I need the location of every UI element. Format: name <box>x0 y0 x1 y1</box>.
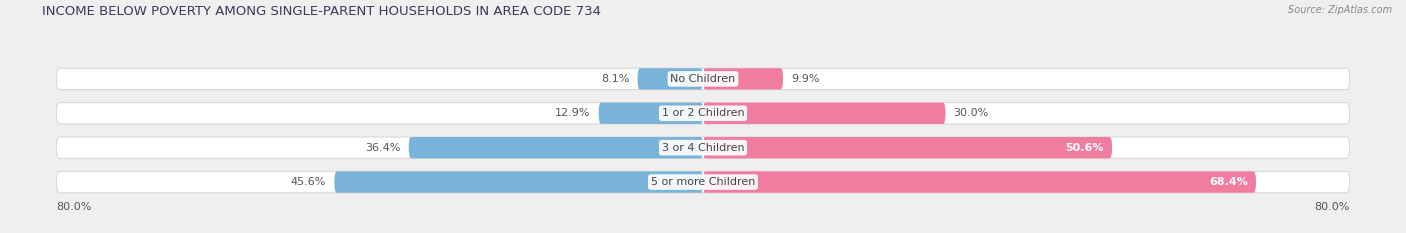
FancyBboxPatch shape <box>703 137 1112 158</box>
FancyBboxPatch shape <box>703 103 946 124</box>
Text: 12.9%: 12.9% <box>555 108 591 118</box>
Text: 80.0%: 80.0% <box>1315 202 1350 212</box>
Text: 9.9%: 9.9% <box>792 74 820 84</box>
Text: 45.6%: 45.6% <box>291 177 326 187</box>
Text: 1 or 2 Children: 1 or 2 Children <box>662 108 744 118</box>
Text: 8.1%: 8.1% <box>600 74 630 84</box>
Text: 68.4%: 68.4% <box>1209 177 1249 187</box>
Text: INCOME BELOW POVERTY AMONG SINGLE-PARENT HOUSEHOLDS IN AREA CODE 734: INCOME BELOW POVERTY AMONG SINGLE-PARENT… <box>42 5 602 18</box>
FancyBboxPatch shape <box>637 68 703 89</box>
Text: 80.0%: 80.0% <box>56 202 91 212</box>
FancyBboxPatch shape <box>56 171 1350 193</box>
Text: Source: ZipAtlas.com: Source: ZipAtlas.com <box>1288 5 1392 15</box>
Text: 50.6%: 50.6% <box>1066 143 1104 153</box>
Text: 3 or 4 Children: 3 or 4 Children <box>662 143 744 153</box>
FancyBboxPatch shape <box>335 171 703 193</box>
Text: 5 or more Children: 5 or more Children <box>651 177 755 187</box>
Text: 30.0%: 30.0% <box>953 108 988 118</box>
Text: No Children: No Children <box>671 74 735 84</box>
FancyBboxPatch shape <box>56 68 1350 89</box>
Text: 36.4%: 36.4% <box>366 143 401 153</box>
FancyBboxPatch shape <box>409 137 703 158</box>
FancyBboxPatch shape <box>599 103 703 124</box>
FancyBboxPatch shape <box>703 171 1256 193</box>
FancyBboxPatch shape <box>56 137 1350 158</box>
FancyBboxPatch shape <box>703 68 783 89</box>
FancyBboxPatch shape <box>56 103 1350 124</box>
